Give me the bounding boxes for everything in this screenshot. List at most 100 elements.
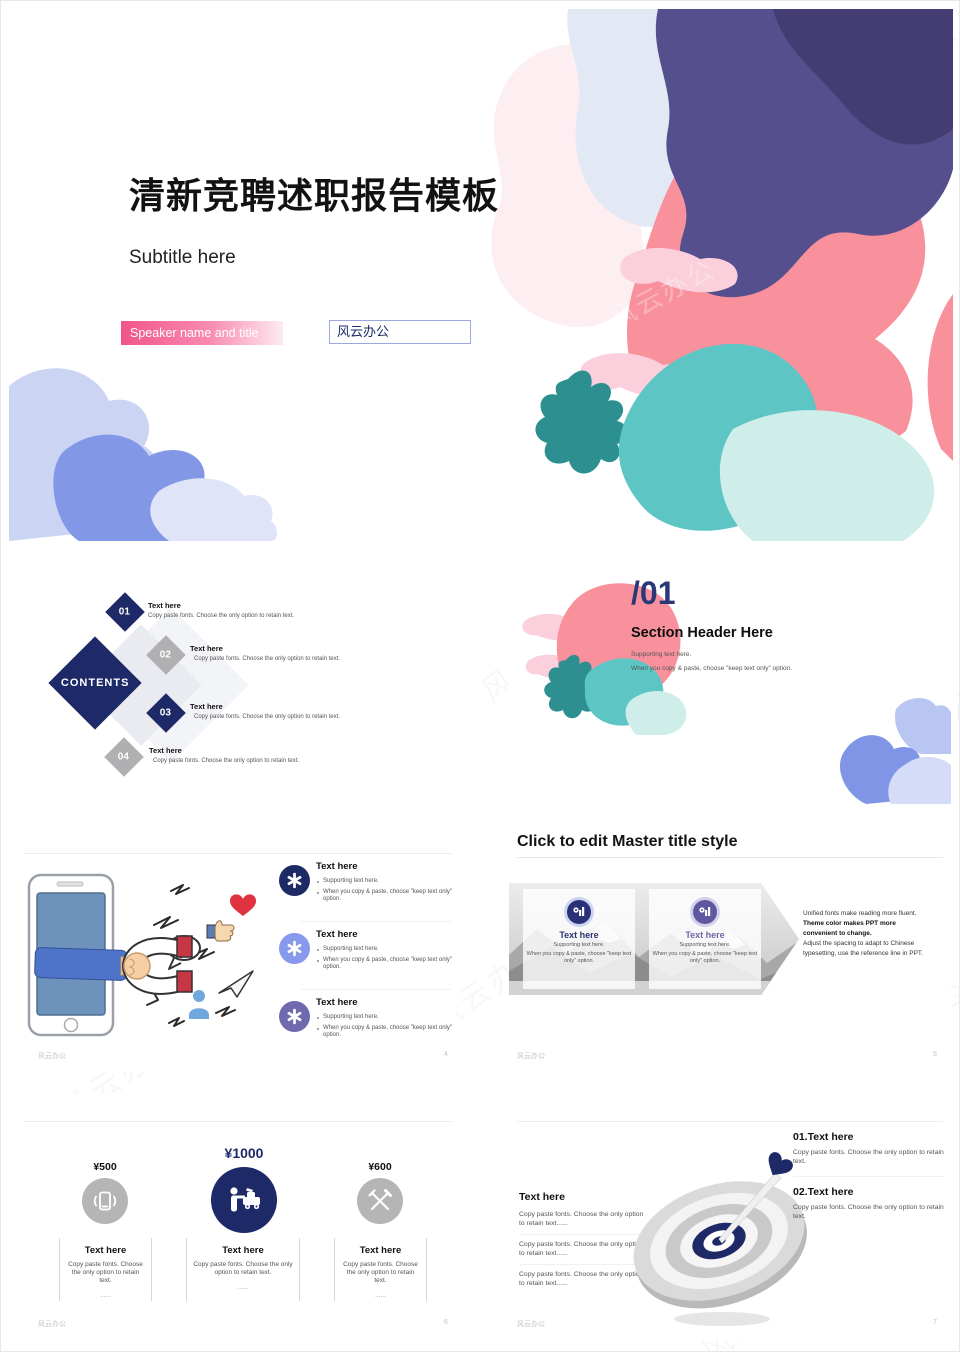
title-underline: [24, 853, 452, 854]
feature-icon-circle-2: [279, 933, 310, 964]
presentation-title: 清新竞聘述职报告模板: [129, 175, 500, 216]
price-label-1: ¥500: [93, 1161, 117, 1173]
card-title: Text here: [685, 930, 725, 940]
dart-target-illustration: [633, 1152, 807, 1326]
item-title: Text here: [149, 746, 182, 755]
card-line: Supporting text here.: [679, 942, 731, 948]
divider: [793, 1176, 945, 1177]
feature-icon-circle-1: [279, 865, 310, 896]
chart-gear-icon: [564, 897, 594, 927]
corner-blob-illustration: [9, 368, 277, 541]
page-number: 6: [444, 1319, 448, 1326]
vibrating-phone-icon: [82, 1178, 128, 1224]
block-paragraph: Copy paste fonts. Choose the only option…: [519, 1211, 644, 1227]
title-underline: [517, 857, 943, 858]
section-supporting-text-2: When you copy & paste, choose "keep text…: [631, 665, 793, 672]
title-underline: [24, 1121, 452, 1122]
para-line-3: Adjust the spacing to adapt to Chinese t…: [803, 940, 923, 957]
organization-input[interactable]: 风云办公: [329, 320, 471, 344]
description-paragraph: Unified fonts make reading more fluent. …: [803, 909, 931, 959]
blob-leaf-illustration: [522, 583, 687, 735]
page-number: 5: [933, 1051, 937, 1058]
presentation-subtitle: Subtitle here: [129, 247, 236, 268]
phone-magnet-illustration: [27, 873, 256, 1037]
arm-magnet-graphic: [34, 935, 193, 995]
contents-item-3: Text here Copy paste fonts. Choose the o…: [190, 702, 450, 720]
pricing-card-2: Text here Copy paste fonts. Choose the o…: [186, 1238, 300, 1301]
image-card-1: Text here Supporting text here. When you…: [523, 889, 635, 989]
slide-title: Click to edit Master title style: [517, 833, 738, 850]
thumbs-up-icon: [206, 920, 235, 942]
slide-6-pricing: ¥500 Text here Copy paste fonts. Choose …: [16, 1093, 456, 1340]
item-bullet: Supporting text here.: [323, 878, 379, 884]
card-ellipsis: ......: [237, 1284, 249, 1291]
left-text-block: Text here Copy paste fonts. Choose the o…: [519, 1191, 645, 1288]
slide-4-magnet-points: Text here Supporting text here. When you…: [16, 825, 456, 1072]
item-title: Text here: [148, 601, 181, 610]
heart-icon: [230, 894, 256, 916]
contents-item-4: Text here Copy paste fonts. Choose the o…: [149, 746, 439, 764]
block-title: Text here: [519, 1191, 565, 1203]
item-body: Copy paste fonts. Choose the only option…: [153, 758, 300, 764]
slide-footer: 风云办公: [517, 1053, 545, 1060]
card-line: When you copy & paste, choose "keep text…: [526, 951, 632, 964]
feature-item-2: Text here Supporting text here. When you…: [316, 929, 454, 972]
asterisk-icon: [287, 940, 302, 957]
item-body: Copy paste fonts. Choose the only option…: [148, 613, 295, 619]
slide-footer: 风云办公: [38, 1321, 66, 1328]
pricing-card-1: Text here Copy paste fonts. Choose the o…: [59, 1238, 152, 1301]
numbered-item-title: 02.Text here: [793, 1186, 854, 1198]
page-number: 4: [444, 1051, 448, 1058]
card-title: Text here: [359, 1245, 402, 1256]
feature-item-3: Text here Supporting text here. When you…: [316, 997, 454, 1040]
dart-needle: [718, 1172, 782, 1244]
price-label-2: ¥1000: [224, 1145, 264, 1161]
contents-item-1: Text here Copy paste fonts. Choose the o…: [148, 601, 428, 619]
para-line-2: Theme color makes PPT more convenient to…: [803, 920, 896, 937]
card-body: Copy paste fonts. Choose the only option…: [193, 1261, 293, 1276]
numbered-item-body: Copy paste fonts. Choose the only option…: [793, 1204, 944, 1220]
slide-footer: 风云办公: [517, 1321, 545, 1328]
block-paragraph: Copy paste fonts. Choose the only option…: [519, 1271, 644, 1287]
card-body: Copy paste fonts. Choose the only option…: [343, 1261, 418, 1284]
slide-7-target: Text here Copy paste fonts. Choose the o…: [509, 1093, 951, 1340]
slide-5-master-title: Click to edit Master title style: [509, 825, 951, 1072]
divider: [301, 921, 451, 922]
card-title: Text here: [84, 1245, 127, 1256]
feature-icon-circle-3: [279, 1001, 310, 1032]
card-ellipsis: ......: [375, 1292, 386, 1299]
item-title: Text here: [316, 997, 358, 1008]
section-number: /01: [631, 575, 676, 611]
item-title: Text here: [316, 861, 358, 872]
asterisk-icon: [287, 872, 302, 889]
card-body: Copy paste fonts. Choose the only option…: [68, 1261, 143, 1284]
card-ellipsis: ......: [100, 1292, 111, 1299]
item-title: Text here: [190, 702, 223, 711]
title-underline: [517, 1121, 943, 1122]
price-label-3: ¥600: [368, 1161, 392, 1173]
section-supporting-text: Supporting text here.: [631, 651, 692, 658]
slide-footer: 风云办公: [38, 1053, 66, 1060]
image-card-2: Text here Supporting text here. When you…: [649, 889, 761, 989]
speaker-name-box: Speaker name and title: [121, 321, 283, 345]
dart-heart-fletching: [768, 1152, 793, 1176]
numbered-item-title: 01.Text here: [793, 1131, 854, 1143]
corner-blob-illustration: [839, 698, 951, 804]
asterisk-icon: [287, 1008, 302, 1025]
item-body: Copy paste fonts. Choose the only option…: [194, 714, 341, 720]
contents-label: CONTENTS: [60, 677, 130, 689]
card-title: Text here: [222, 1245, 264, 1256]
card-title: Text here: [559, 930, 599, 940]
pricing-card-3: Text here Copy paste fonts. Choose the o…: [334, 1238, 427, 1301]
numbered-item-body: Copy paste fonts. Choose the only option…: [793, 1149, 944, 1165]
divider: [301, 989, 451, 990]
item-bullet: When you copy & paste, choose "keep text…: [323, 956, 452, 971]
item-title: Text here: [190, 644, 223, 653]
slide-3-section-header: /01 Section Header Here Supporting text …: [509, 557, 951, 804]
contents-item-2: Text here Copy paste fonts. Choose the o…: [190, 644, 450, 662]
person-car-icon: [211, 1167, 277, 1233]
fork-knife-icon: [357, 1178, 403, 1224]
divider: [519, 1264, 645, 1265]
slide-2-contents: CONTENTS 01 02 03 04 Text here Copy past…: [16, 557, 456, 804]
